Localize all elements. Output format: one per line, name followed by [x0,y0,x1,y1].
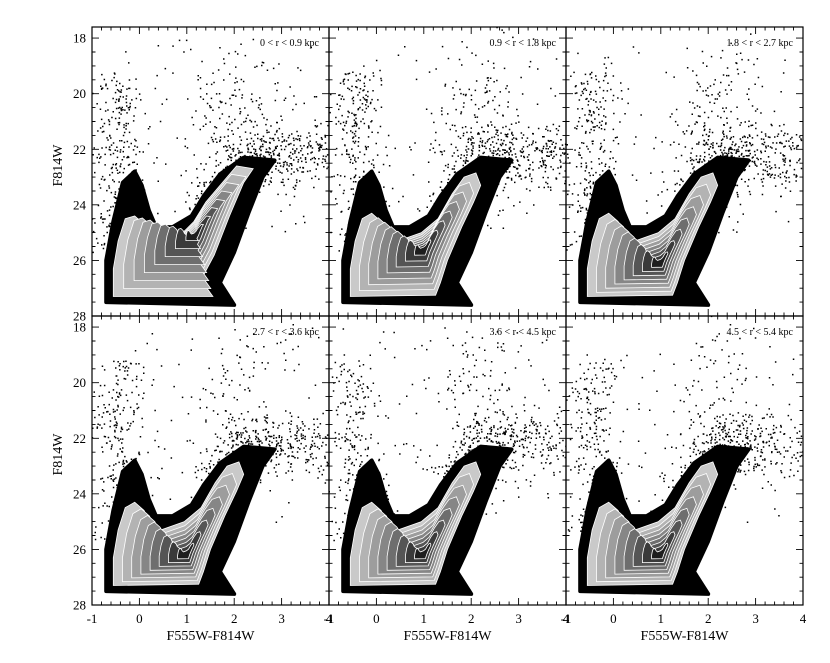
contour-level [642,531,676,564]
contour-level [414,239,432,256]
panel-6: 4.5 < r < 5.4 kpc [565,315,804,606]
x-tick-label: 0 [610,611,617,626]
panel-plot-area [329,27,566,307]
scatter-stars [92,38,329,254]
x-tick-label: 1 [421,611,428,626]
y-tick-label: 24 [73,197,87,212]
x-tick-label: 2 [705,611,712,626]
panel-2: 0.9 < r < 1.8 kpc [328,26,567,317]
panel-radius-label: 4.5 < r < 5.4 kpc [726,327,793,338]
contour-level [651,542,669,560]
y-tick-label: 20 [73,86,86,101]
y-tick-label: 26 [73,253,87,268]
panel-plot-area [329,327,566,596]
panel-plot-area [92,38,329,307]
y-tick-label: 28 [73,598,86,613]
x-tick-label: 3 [752,611,759,626]
panel-1: 0 < r < 0.9 kpc [91,26,330,317]
y-tick-label: 18 [73,320,86,335]
y-axis-title: F814W [51,433,66,476]
y-tick-label: 18 [73,31,86,46]
contour-level [404,531,439,564]
panel-4: 2.7 < r < 3.6 kpc [91,315,330,606]
y-tick-label: 26 [73,542,87,557]
panel-plot-area [566,33,803,307]
axis-ticks [91,316,330,606]
panel-5: 3.6 < r < 4.5 kpc [328,315,567,606]
x-tick-label: 1 [658,611,665,626]
x-tick-label: 3 [515,611,522,626]
contour-level [185,223,205,242]
y-tick-label: 24 [73,486,87,501]
x-tick-label: 2 [231,611,238,626]
contour-level [404,229,439,262]
x-tick-label: 4 [326,611,333,626]
x-tick-label: -1 [561,611,572,626]
panel-plot-area [566,316,803,596]
panel-plot-area [92,324,329,596]
panel-frame [565,315,804,606]
axis-ticks [565,316,804,606]
x-tick-label: 1 [184,611,191,626]
panel-radius-label: 0 < r < 0.9 kpc [260,38,320,49]
y-axis-title: F814W [51,144,66,187]
contour-level [414,542,432,560]
axis-ticks [565,27,804,317]
y-tick-label: 20 [73,375,86,390]
panel-radius-label: 0.9 < r < 1.8 kpc [489,38,556,49]
contour-level [651,251,669,268]
x-tick-label: -1 [87,611,98,626]
x-tick-label: 0 [136,611,143,626]
axis-ticks [91,27,330,317]
contour-level [167,531,202,564]
axis-ticks [328,27,567,317]
x-tick-label: -1 [324,611,335,626]
x-axis-title: F555W-F814W [404,629,493,644]
x-axis-title: F555W-F814W [167,629,256,644]
panel-radius-label: 3.6 < r < 4.5 kpc [489,327,556,338]
axis-ticks [328,316,567,606]
x-tick-label: 0 [373,611,380,626]
x-tick-label: 4 [800,611,807,626]
x-tick-label: 4 [563,611,570,626]
x-tick-label: 3 [278,611,285,626]
panel-3: 1.8 < r < 2.7 kpc [565,26,804,317]
y-tick-label: 22 [73,431,86,446]
panel-radius-label: 2.7 < r < 3.6 kpc [252,327,319,338]
x-axis-title: F555W-F814W [641,629,730,644]
y-tick-label: 22 [73,142,86,157]
contour-level [177,542,195,560]
y-tick-label: 28 [73,309,86,324]
x-tick-label: 2 [468,611,475,626]
panel-radius-label: 1.8 < r < 2.7 kpc [726,38,793,49]
contour-level [642,240,676,272]
